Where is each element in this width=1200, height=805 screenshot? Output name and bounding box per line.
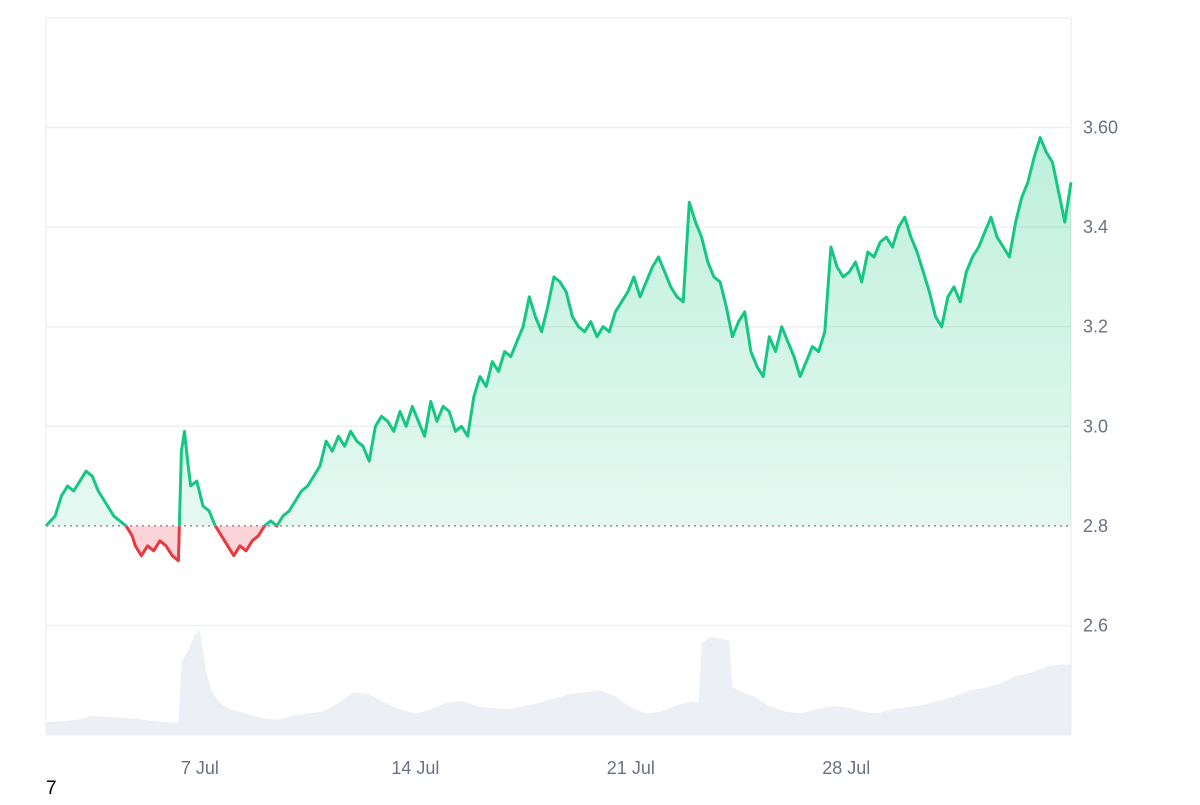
x-tick-label: 21 Jul <box>607 758 655 778</box>
price-above-group <box>44 136 1073 526</box>
volume-series <box>46 630 1071 735</box>
x-axis-labels: 7 Jul 14 Jul 21 Jul 28 Jul <box>181 758 870 778</box>
y-tick-label: 2.8 <box>1083 516 1108 536</box>
price-area-down <box>46 525 1071 561</box>
y-tick-label: 3.0 <box>1083 416 1108 436</box>
volume-area <box>46 630 1071 735</box>
x-tick-label: 7 Jul <box>181 758 219 778</box>
y-tick-label: 2.6 <box>1083 615 1108 635</box>
y-tick-label: 3.4 <box>1083 217 1108 237</box>
price-below-group <box>45 525 1071 563</box>
price-line-up <box>44 136 1073 526</box>
price-area-up <box>46 137 1071 526</box>
y-tick-label: 3.60 <box>1083 118 1118 138</box>
footnote-text: 7 <box>46 778 57 799</box>
y-axis-labels: 2.6 2.8 3.0 3.2 3.4 3.60 <box>1083 118 1118 636</box>
price-area <box>44 136 1073 563</box>
y-tick-label: 3.2 <box>1083 317 1108 337</box>
x-tick-label: 14 Jul <box>391 758 439 778</box>
x-tick-label: 28 Jul <box>822 758 870 778</box>
